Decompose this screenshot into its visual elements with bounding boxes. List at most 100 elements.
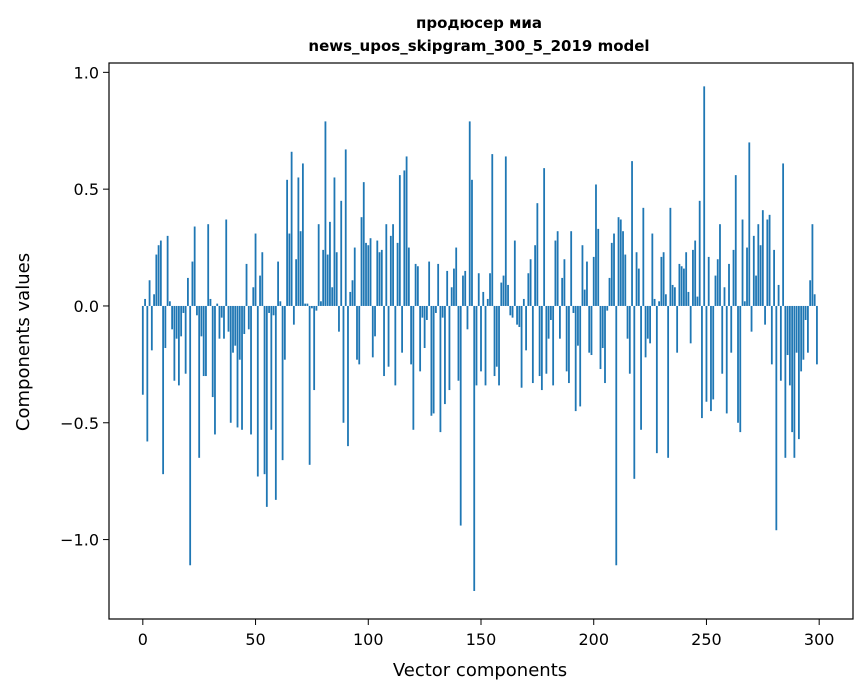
bar-260 [728, 263, 730, 306]
bar-163 [509, 305, 512, 316]
bar-134 [444, 305, 446, 405]
bar-213 [622, 231, 624, 306]
bar-293 [802, 305, 805, 360]
bar-81 [324, 121, 327, 306]
bar-145 [468, 121, 471, 306]
bar-189 [568, 305, 570, 384]
bar-28 [205, 305, 207, 377]
bar-287 [788, 305, 791, 386]
bar-151 [482, 291, 485, 306]
bar-88 [340, 200, 343, 306]
bar-224 [646, 305, 649, 339]
bar-125 [423, 305, 426, 349]
bar-294 [804, 305, 807, 320]
bar-142 [462, 275, 464, 306]
bar-62 [281, 305, 284, 461]
bar-229 [658, 301, 661, 306]
bar-114 [398, 175, 401, 306]
bar-284 [782, 163, 785, 306]
bar-250 [705, 305, 708, 402]
bar-49 [252, 287, 255, 306]
bar-22 [191, 261, 194, 306]
bar-56 [268, 305, 270, 313]
bar-9 [162, 305, 165, 475]
bar-171 [527, 273, 530, 306]
bar-122 [416, 266, 419, 306]
bar-78 [317, 224, 320, 306]
bar-106 [380, 249, 383, 306]
bar-166 [516, 305, 518, 325]
y-tick-label: −0.5 [60, 414, 99, 433]
bar-227 [653, 298, 656, 306]
bar-193 [577, 305, 579, 346]
bar-87 [338, 305, 340, 332]
bar-296 [809, 280, 812, 306]
bar-247 [698, 200, 701, 306]
x-tick-label: 250 [691, 630, 722, 649]
bar-280 [773, 249, 775, 306]
bar-143 [464, 270, 467, 306]
bar-137 [450, 287, 453, 306]
bar-59 [274, 305, 277, 500]
bar-153 [486, 298, 489, 306]
x-tick-label: 200 [578, 630, 609, 649]
bar-244 [692, 249, 694, 306]
bar-160 [502, 275, 505, 306]
bar-273 [757, 224, 760, 306]
bar-6 [155, 254, 158, 306]
bar-253 [712, 305, 715, 400]
bar-48 [250, 305, 252, 435]
bar-279 [770, 305, 773, 365]
x-axis-label: Vector components [393, 660, 567, 681]
bar-211 [617, 217, 620, 306]
bar-16 [177, 305, 180, 386]
bar-225 [649, 305, 651, 344]
bar-204 [601, 305, 604, 349]
bar-271 [752, 235, 755, 306]
bar-138 [453, 268, 455, 306]
bar-76 [313, 305, 316, 391]
bar-53 [261, 252, 264, 306]
bar-12 [168, 301, 171, 306]
bar-55 [265, 305, 268, 507]
bar-291 [797, 305, 800, 440]
bar-154 [489, 273, 491, 306]
bar-162 [507, 284, 509, 306]
x-tick-label: 0 [138, 630, 148, 649]
bar-15 [175, 305, 178, 339]
y-tick-label: 0.5 [74, 180, 99, 199]
bar-276 [764, 305, 766, 325]
bar-236 [673, 287, 676, 306]
bar-198 [588, 305, 591, 353]
bar-130 [435, 305, 437, 313]
bar-185 [559, 305, 561, 339]
bar-46 [245, 263, 248, 306]
bar-93 [351, 280, 354, 306]
bar-221 [640, 305, 642, 430]
bar-43 [238, 305, 241, 360]
bar-110 [389, 235, 392, 306]
bar-149 [477, 273, 480, 306]
bar-69 [297, 177, 300, 306]
bar-95 [356, 305, 358, 360]
bar-21 [189, 305, 192, 566]
x-tick-label: 50 [245, 630, 265, 649]
bar-135 [446, 270, 449, 306]
bar-1 [144, 298, 146, 306]
bar-103 [374, 305, 376, 337]
y-tick-label: 0.0 [74, 297, 99, 316]
bar-94 [353, 247, 356, 306]
bar-99 [365, 242, 367, 306]
bar-29 [207, 224, 210, 306]
bar-195 [581, 245, 584, 306]
bar-64 [286, 179, 289, 306]
bar-192 [574, 305, 577, 412]
bar-218 [633, 305, 636, 479]
bar-223 [644, 305, 647, 358]
bar-112 [394, 305, 397, 386]
bar-245 [694, 240, 697, 306]
bar-98 [362, 182, 365, 306]
bar-226 [651, 233, 654, 306]
bar-197 [586, 261, 588, 306]
bar-131 [437, 263, 440, 306]
